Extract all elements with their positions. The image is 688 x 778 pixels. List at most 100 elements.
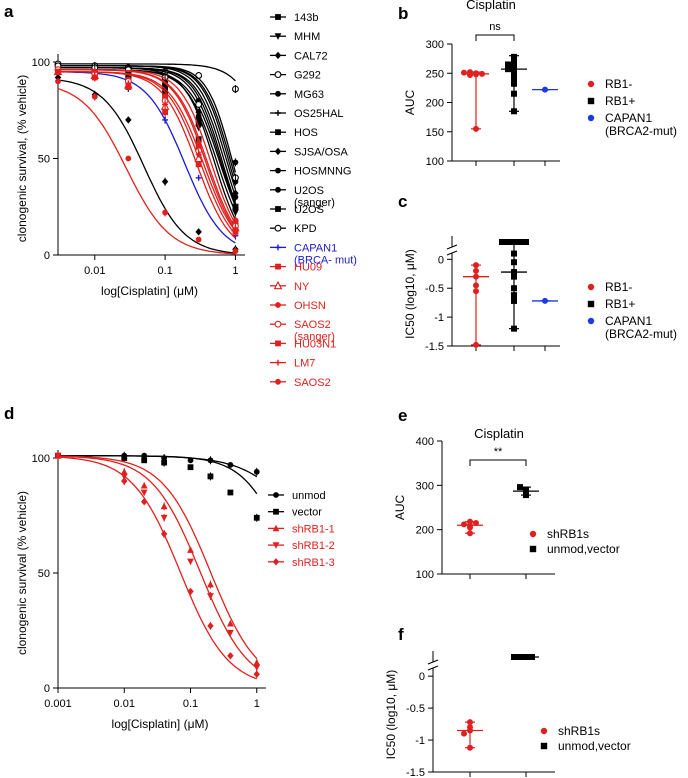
series-hos: [55, 64, 239, 227]
data-point: [511, 71, 517, 78]
legend-marker: [274, 51, 282, 60]
legend-item-shrb1s: shRB1s: [529, 527, 589, 541]
legend-label: OS25HAL: [294, 108, 344, 120]
x-tick-label: 1: [254, 698, 260, 710]
data-point: [517, 484, 523, 491]
data-point: [511, 239, 517, 245]
group-capan1-brca2-mut: [532, 86, 558, 93]
data-point: [195, 117, 202, 123]
legend-label: HOSMNNG: [294, 166, 351, 178]
legend-marker: [275, 14, 281, 20]
legend-marker: [272, 542, 280, 549]
legend-item-hu09: HU09: [270, 262, 322, 274]
group-unmod-vector: [511, 654, 539, 660]
data-point: [54, 452, 62, 460]
legend-label: KPD: [294, 223, 317, 235]
legend-item-143b: 143b: [270, 12, 318, 24]
data-point: [505, 66, 511, 73]
series-line-saos2-sanger: [58, 69, 236, 230]
data-point: [140, 498, 148, 506]
legend-item-shrb1-1: shRB1-1: [268, 523, 335, 535]
data-point: [195, 174, 202, 181]
axis-break: [427, 659, 439, 671]
data-point: [511, 285, 517, 292]
legend-label: CAPAN1: [605, 111, 652, 125]
data-point: [195, 120, 202, 127]
panel-d: d 0.001 0.01 0.1 1 0 50 100 log[Cisplatin] (μM) c…: [4, 404, 335, 731]
legend-item-capan1-brca-mut: CAPAN1 (BRCA- mut): [270, 242, 357, 266]
data-point: [125, 84, 132, 90]
legend-label: HU03N1: [294, 338, 336, 350]
data-point: [473, 267, 479, 274]
data-point: [542, 297, 548, 304]
data-point: [187, 558, 194, 566]
legend-label: SAOS2: [294, 377, 331, 389]
legend-marker: [275, 167, 281, 174]
data-point: [505, 61, 511, 68]
data-point: [523, 492, 529, 499]
y-tick-label: -1: [434, 312, 444, 324]
data-point: [467, 518, 473, 525]
legend-label: U2OS: [294, 204, 324, 216]
chart-title: Cisplatin: [466, 0, 516, 12]
x-tick-label: 1: [232, 265, 238, 277]
data-point: [140, 489, 148, 497]
data-point: [473, 125, 479, 132]
data-point: [479, 70, 485, 77]
legend-marker: [274, 224, 282, 232]
legend-label: SJSA/OSA: [294, 146, 348, 158]
legend-marker: [275, 378, 281, 385]
legend-label: shRB1-2: [292, 540, 335, 552]
legend-label: unmod,vector: [558, 739, 631, 753]
legend-label: HU09: [294, 262, 322, 274]
legend-item-shrb1s: shRB1s: [540, 724, 600, 738]
legend-marker: [274, 33, 282, 40]
data-point: [499, 239, 505, 245]
data-point: [473, 70, 479, 77]
data-point: [195, 151, 202, 158]
data-point: [141, 457, 148, 464]
data-point: [523, 654, 529, 660]
legend-marker: [529, 530, 537, 538]
y-axis-label: clonogenic survival, (% vehicle): [15, 75, 29, 242]
legend-label: vector: [292, 507, 322, 519]
data-point: [227, 652, 234, 660]
series-line-shrb1-2: [57, 455, 258, 669]
x-axis-label: log[Cisplatin] (μM): [101, 284, 198, 298]
y-axis-label: clonogenic survival (% vehicle): [15, 491, 29, 655]
data-point: [511, 90, 517, 97]
legend-marker: [587, 114, 595, 122]
legend-marker: [275, 302, 281, 308]
data-point: [511, 53, 517, 60]
legend-item-shrb1-3: shRB1-3: [268, 557, 335, 569]
data-point: [473, 262, 479, 269]
y-axis-label: IC50 (log10, μM): [384, 670, 398, 760]
legend-item-hos: HOS: [270, 127, 318, 139]
series-line-kpd: [58, 65, 237, 185]
legend-label: NY: [294, 281, 310, 293]
data-point: [195, 236, 202, 243]
legend-marker: [587, 80, 595, 88]
data-point: [511, 64, 517, 71]
group-shrb1s: [457, 719, 483, 751]
legend-label: unmod: [292, 490, 326, 502]
legend-label-line: (sanger): [294, 331, 335, 343]
y-tick-label: 100: [416, 569, 434, 581]
data-point: [195, 161, 202, 168]
legend-label: HOS: [294, 127, 318, 139]
data-point: [511, 76, 517, 83]
y-tick-label: -1: [415, 735, 425, 747]
legend-label: shRB1s: [558, 724, 600, 738]
data-point: [473, 341, 479, 348]
group-rb1: [461, 69, 489, 132]
y-tick-label: 50: [38, 568, 50, 580]
legend-label-line: U2OS: [294, 185, 324, 197]
legend-label: G292: [294, 70, 321, 82]
y-tick-label: 100: [32, 453, 50, 465]
data-point: [511, 269, 517, 276]
legend-marker: [275, 90, 281, 97]
y-tick-label: 0: [419, 671, 425, 683]
legend-label: CAPAN1: [605, 314, 652, 328]
legend-label: shRB1-1: [292, 523, 335, 535]
series-lm7: [55, 68, 239, 232]
